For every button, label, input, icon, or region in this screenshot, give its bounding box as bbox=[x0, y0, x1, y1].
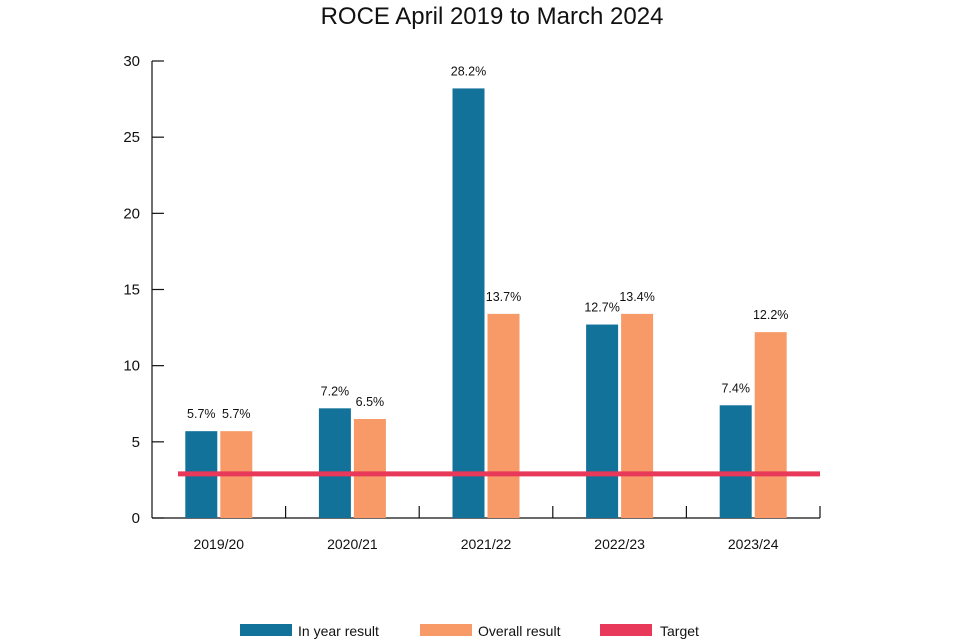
legend: In year result Overall result Target bbox=[240, 623, 699, 639]
x-tick-label: 2019/20 bbox=[193, 536, 244, 552]
bar-overall-result bbox=[754, 332, 787, 518]
x-tick-label: 2020/21 bbox=[327, 536, 378, 552]
data-labels: 5.7% 5.7% 7.2% 6.5% 28.2% 13.7% 12.7%13.4% 7.4%… bbox=[187, 64, 788, 421]
chart-title: ROCE April 2019 to March 2024 bbox=[321, 3, 664, 30]
data-label: 28.2% bbox=[451, 64, 486, 78]
bar-in-year-result bbox=[719, 405, 752, 518]
data-label: 7.2% bbox=[321, 384, 350, 398]
data-label: 7.4% bbox=[721, 381, 750, 395]
data-label: 13.7% bbox=[486, 290, 521, 304]
legend-swatch-target bbox=[600, 624, 652, 636]
bar-overall-result bbox=[487, 313, 520, 518]
legend-swatch-in-year-result bbox=[240, 624, 292, 636]
y-tick-label: 30 bbox=[123, 53, 140, 70]
legend-label: In year result bbox=[298, 623, 379, 639]
bar-in-year-result bbox=[452, 88, 485, 519]
x-tick-label: 2022/23 bbox=[594, 536, 645, 552]
x-tick-label: 2021/22 bbox=[461, 536, 512, 552]
data-label: 12.2% bbox=[753, 308, 788, 322]
bar-overall-result bbox=[621, 313, 654, 518]
y-tick-label: 5 bbox=[132, 434, 140, 451]
y-tick-label: 10 bbox=[123, 358, 140, 375]
data-label: 5.7% bbox=[222, 407, 251, 421]
data-label: 5.7% bbox=[187, 407, 216, 421]
legend-label: Overall result bbox=[478, 623, 561, 639]
bar-in-year-result bbox=[318, 408, 351, 518]
legend-swatch-overall-result bbox=[420, 624, 472, 636]
x-tick-label: 2023/24 bbox=[728, 536, 779, 552]
data-label: 13.4% bbox=[619, 290, 654, 304]
legend-label: Target bbox=[660, 623, 699, 639]
axes: 0 5 10 15 20 25 30 2019/20 2020/21 2021/22 2022/23… bbox=[123, 53, 821, 552]
bars bbox=[185, 88, 787, 519]
bar-in-year-result bbox=[586, 324, 619, 518]
y-tick-label: 0 bbox=[132, 510, 140, 527]
y-tick-label: 25 bbox=[123, 129, 140, 146]
data-label: 12.7% bbox=[584, 301, 619, 315]
y-tick-label: 15 bbox=[123, 282, 140, 299]
data-label: 6.5% bbox=[356, 395, 385, 409]
y-tick-label: 20 bbox=[123, 205, 140, 222]
bar-overall-result bbox=[353, 418, 386, 518]
